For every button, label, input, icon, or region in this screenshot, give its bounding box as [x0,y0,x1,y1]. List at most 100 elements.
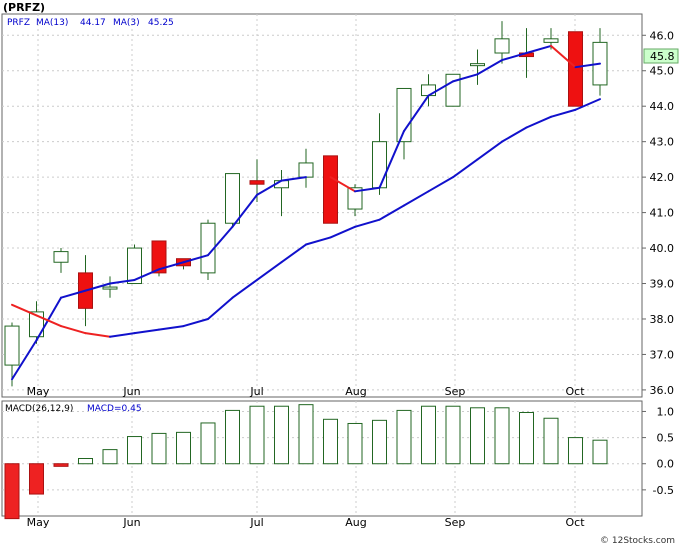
macd-x-tick-label: May [27,516,50,529]
candle-up [4,325,20,366]
ma-segment [305,236,332,246]
ma-segment [378,204,405,221]
footer-credit: © 12Stocks.com [600,536,675,546]
ma-segment [35,296,62,342]
price-y-axis: 46.0 45.0 44.0 43.0 42.0 41.0 40.0 39.0 38.0 37.0… [642,29,674,397]
price-x-tick-label: May [27,385,50,398]
ma-segment [574,98,601,111]
ma-segment [280,176,307,182]
ma-segment [501,52,528,62]
macd-bar-positive [200,422,216,465]
macd-y-axis: 1.0 0.5 0.0 -0.5 [642,405,675,497]
price-y-tick-label: 46.0 [650,29,675,42]
candle-up [127,247,142,285]
candle-up [102,286,118,290]
price-x-tick-label: Aug [345,385,366,398]
candle-up [53,251,69,263]
ma-segment [403,94,430,133]
ma-segment [550,44,577,69]
legend-ma3-value: 45.25 [148,18,174,28]
price-x-tick-label: Oct [565,385,585,398]
ma-segment [35,314,62,328]
macd-y-tick-label: -0.5 [653,484,674,497]
ma-segment [182,254,209,264]
ma-segment [60,325,87,335]
macd-x-axis: May Jun Jul Aug Sep Oct [27,516,586,529]
ma-segment [207,225,234,257]
price-y-tick-label: 42.0 [650,171,675,184]
legend-ma13-value: 44.17 [80,18,106,28]
price-x-axis: May Jun Jul Aug Sep Oct [27,385,586,398]
ma-segment [84,332,111,338]
price-y-tick-label: 40.0 [650,242,675,255]
ma-segment [109,278,136,285]
ma-segment [133,268,160,281]
ma-segment [158,261,185,271]
price-panel [1,13,643,398]
macd-bar-positive [249,405,265,465]
price-x-tick-label: Sep [445,385,466,398]
candlesticks [4,21,608,387]
macd-bar-positive [323,418,338,465]
candle-down [151,240,167,274]
price-y-tick-label: 39.0 [650,278,675,291]
macd-x-tick-label: Oct [565,516,585,529]
macd-x-tick-label: Jun [122,516,140,529]
price-y-tick-label: 37.0 [650,348,675,361]
ma-segment [84,282,111,292]
macd-title: MACD(26,12,9) [5,404,73,414]
ma-segment [158,325,185,331]
ma-segment [427,176,454,193]
candle-up [298,162,314,178]
ma-segment [550,108,577,118]
ma-segment [60,289,87,299]
macd-value: MACD=0.45 [87,404,142,414]
macd-bar-negative [53,463,69,467]
candle-down [249,180,265,185]
ma-segment [256,261,283,281]
ma-segment [231,278,258,299]
macd-bar-positive [127,436,142,465]
candle-up [494,38,510,54]
macd-bar-positive [543,417,559,465]
price-y-tick-label: 45.0 [650,65,675,78]
macd-y-tick-label: 1.0 [657,405,675,418]
ma-segment [133,328,160,335]
ma-segment [452,73,479,83]
ma-segment [354,218,381,228]
ma-segment [280,243,307,264]
macd-bar-negative [29,463,44,495]
macd-bar-negative [4,463,20,520]
macd-bar-positive [494,407,510,465]
ma-segment [11,303,38,317]
ma-segment [207,296,234,320]
candle-down [568,31,583,107]
macd-bar-positive [568,437,583,465]
ma-segment [329,176,356,193]
legend-ma3-label: MA(3) [113,18,140,28]
ma-segment [574,62,601,69]
price-x-tick-label: Jun [122,385,140,398]
macd-y-tick-label: 0.0 [657,458,675,471]
macd-bar-positive [176,431,191,465]
last-price-tag [643,48,679,64]
ma-segment [378,130,405,189]
legend-symbol: PRFZ [7,18,30,28]
macd-bars [4,404,608,520]
macd-bar-positive [470,407,485,465]
macd-x-tick-label: Jul [249,516,263,529]
ma-segment [476,59,503,76]
macd-bar-positive [445,405,461,465]
chart-title: (PRFZ) [3,1,45,14]
price-x-tick-label: Jul [249,385,263,398]
macd-bar-positive [396,409,412,465]
ma-segment [11,339,38,381]
ma-segment [354,186,381,193]
ma-segment [427,80,454,97]
macd-bar-positive [298,404,314,465]
candle-up [470,63,485,67]
price-y-tick-label: 36.0 [650,384,675,397]
ma-segment [109,332,136,338]
